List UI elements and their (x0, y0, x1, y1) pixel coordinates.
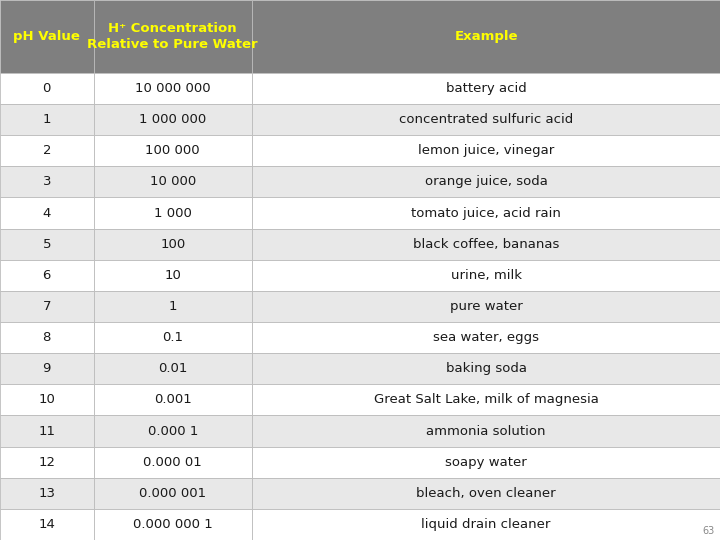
Bar (0, 353, 94, 384)
Bar (252, 291, 720, 322)
Text: 100 000: 100 000 (145, 144, 200, 157)
Text: Example: Example (454, 30, 518, 43)
Bar (94, 260, 252, 291)
Bar (0, 0, 94, 73)
Text: sea water, eggs: sea water, eggs (433, 331, 539, 344)
Bar (252, 228, 720, 260)
Bar (252, 104, 720, 135)
Bar (0, 135, 94, 166)
Text: 6: 6 (42, 269, 51, 282)
Text: 11: 11 (38, 424, 55, 437)
Text: black coffee, bananas: black coffee, bananas (413, 238, 559, 251)
Bar (94, 509, 252, 540)
Text: lemon juice, vinegar: lemon juice, vinegar (418, 144, 554, 157)
Text: concentrated sulfuric acid: concentrated sulfuric acid (399, 113, 573, 126)
Bar (94, 135, 252, 166)
Bar (0, 260, 94, 291)
Text: 13: 13 (38, 487, 55, 500)
Bar (0, 291, 94, 322)
Text: 8: 8 (42, 331, 51, 344)
Bar (0, 384, 94, 415)
Bar (94, 198, 252, 228)
Text: 1: 1 (42, 113, 51, 126)
Bar (252, 353, 720, 384)
Bar (94, 415, 252, 447)
Bar (0, 73, 94, 104)
Bar (0, 478, 94, 509)
Bar (252, 415, 720, 447)
Text: orange juice, soda: orange juice, soda (425, 176, 547, 188)
Text: baking soda: baking soda (446, 362, 526, 375)
Text: 1 000 000: 1 000 000 (139, 113, 207, 126)
Bar (94, 322, 252, 353)
Bar (94, 384, 252, 415)
Text: 0.000 001: 0.000 001 (139, 487, 207, 500)
Text: 12: 12 (38, 456, 55, 469)
Text: 0: 0 (42, 82, 51, 95)
Bar (252, 322, 720, 353)
Text: 7: 7 (42, 300, 51, 313)
Text: pure water: pure water (449, 300, 523, 313)
Bar (0, 198, 94, 228)
Text: 3: 3 (42, 176, 51, 188)
Bar (252, 478, 720, 509)
Text: tomato juice, acid rain: tomato juice, acid rain (411, 206, 561, 220)
Text: 4: 4 (42, 206, 51, 220)
Bar (0, 228, 94, 260)
Text: liquid drain cleaner: liquid drain cleaner (421, 518, 551, 531)
Bar (252, 509, 720, 540)
Bar (252, 260, 720, 291)
Text: 0.000 1: 0.000 1 (148, 424, 198, 437)
Bar (0, 509, 94, 540)
Text: pH Value: pH Value (14, 30, 80, 43)
Text: 9: 9 (42, 362, 51, 375)
Text: 0.001: 0.001 (154, 393, 192, 407)
Text: 0.01: 0.01 (158, 362, 187, 375)
Bar (94, 353, 252, 384)
Bar (94, 0, 252, 73)
Bar (0, 415, 94, 447)
Text: urine, milk: urine, milk (451, 269, 521, 282)
Bar (94, 166, 252, 198)
Text: 0.000 01: 0.000 01 (143, 456, 202, 469)
Text: ammonia solution: ammonia solution (426, 424, 546, 437)
Text: 10: 10 (164, 269, 181, 282)
Bar (94, 291, 252, 322)
Text: 2: 2 (42, 144, 51, 157)
Text: bleach, oven cleaner: bleach, oven cleaner (416, 487, 556, 500)
Text: 5: 5 (42, 238, 51, 251)
Text: 0.1: 0.1 (162, 331, 184, 344)
Text: 100: 100 (160, 238, 186, 251)
Bar (94, 478, 252, 509)
Bar (252, 135, 720, 166)
Bar (252, 166, 720, 198)
Bar (94, 447, 252, 478)
Bar (252, 384, 720, 415)
Bar (94, 228, 252, 260)
Text: 0.000 000 1: 0.000 000 1 (133, 518, 212, 531)
Text: 63: 63 (702, 526, 714, 536)
Text: 1: 1 (168, 300, 177, 313)
Text: Great Salt Lake, milk of magnesia: Great Salt Lake, milk of magnesia (374, 393, 598, 407)
Bar (94, 104, 252, 135)
Text: 10: 10 (38, 393, 55, 407)
Bar (252, 198, 720, 228)
Bar (252, 0, 720, 73)
Text: 10 000 000: 10 000 000 (135, 82, 211, 95)
Text: battery acid: battery acid (446, 82, 526, 95)
Text: 14: 14 (38, 518, 55, 531)
Text: 1 000: 1 000 (154, 206, 192, 220)
Bar (0, 322, 94, 353)
Text: H⁺ Concentration
Relative to Pure Water: H⁺ Concentration Relative to Pure Water (88, 22, 258, 51)
Bar (0, 447, 94, 478)
Bar (0, 104, 94, 135)
Bar (0, 166, 94, 198)
Bar (252, 447, 720, 478)
Text: 10 000: 10 000 (150, 176, 196, 188)
Text: soapy water: soapy water (445, 456, 527, 469)
Bar (94, 73, 252, 104)
Bar (252, 73, 720, 104)
